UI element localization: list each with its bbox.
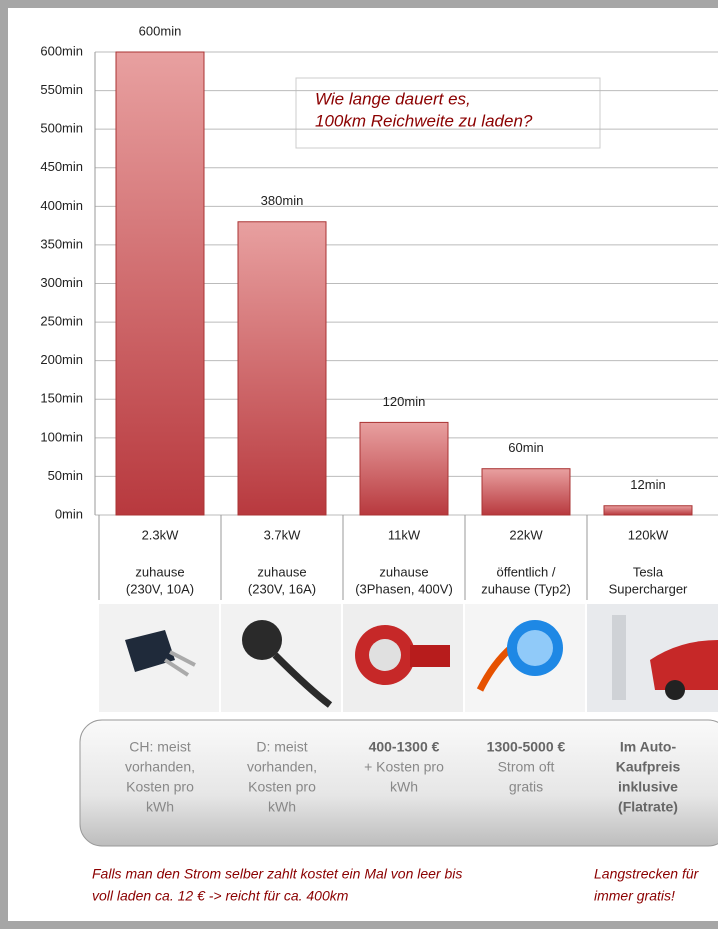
cost-text: Kosten pro [126,779,194,795]
x-tick-label: 22kW [509,527,543,542]
cost-text: D: meist [256,739,307,755]
cost-text: (Flatrate) [618,799,678,815]
x-tick-label: 11kW [388,527,421,542]
x-tick-sublabel: öffentlich / [496,564,555,579]
cost-text: vorhanden, [125,759,195,775]
y-tick-label: 350min [40,236,83,251]
cost-text: Kosten pro [248,779,316,795]
cost-text: + Kosten pro [364,759,444,775]
footer-text: Langstrecken für [594,866,700,882]
x-tick-sublabel: (230V, 10A) [126,581,194,596]
annotation: Wie lange dauert es, [315,89,471,108]
value-label: 60min [508,440,543,455]
cost-text: kWh [390,779,418,795]
photos [99,604,718,712]
bar [115,51,205,516]
x-tick-sublabel: (230V, 16A) [248,581,316,596]
value-label: 120min [383,394,426,409]
value-label: 600min [139,23,182,38]
value-label: 380min [261,193,304,208]
cost-text: gratis [509,779,543,795]
bar [481,468,571,516]
x-tick-label: 2.3kW [142,527,180,542]
cost-text: 400-1300 € [369,739,440,755]
value-label: 12min [630,477,665,492]
x-tick-sublabel: zuhause (Typ2) [481,581,571,596]
x-tick-label: 120kW [628,527,669,542]
cost-box [79,719,718,847]
x-tick-sublabel: zuhause [135,564,184,579]
x-tick-sublabel: Tesla [633,564,664,579]
y-tick-label: 400min [40,198,83,213]
y-tick-label: 450min [40,159,83,174]
cost-text: CH: meist [129,739,191,755]
bar [237,221,327,516]
x-tick-sublabel: (3Phasen, 400V) [355,581,453,596]
footer-text: voll laden ca. 12 € -> reicht für ca. 40… [92,888,349,904]
footer-text: Falls man den Strom selber zahlt kostet … [92,866,462,882]
annotation-box [295,77,601,149]
cost-text: Strom oft [498,759,555,775]
cost-text: kWh [268,799,296,815]
bar [603,505,693,516]
bar [359,421,449,516]
x-tick-sublabel: Supercharger [609,581,688,596]
x-tick-sublabel: zuhause [379,564,428,579]
cost-text: Im Auto- [620,739,677,755]
cost-text: Kaufpreis [616,759,681,775]
y-tick-label: 150min [40,391,83,406]
cost-text: 1300-5000 € [487,739,566,755]
y-tick-label: 200min [40,352,83,367]
cost-text: inklusive [618,779,678,795]
y-tick-label: 500min [40,121,83,136]
y-tick-label: 0min [55,506,83,521]
footer-text: immer gratis! [594,888,675,904]
cost-text: vorhanden, [247,759,317,775]
annotation: 100km Reichweite zu laden? [315,111,533,130]
y-tick-label: 300min [40,275,83,290]
y-tick-label: 250min [40,314,83,329]
x-tick-label: 3.7kW [264,527,302,542]
cost-text: kWh [146,799,174,815]
y-tick-label: 550min [40,82,83,97]
y-tick-label: 50min [48,468,83,483]
x-tick-sublabel: zuhause [257,564,306,579]
y-tick-label: 600min [40,43,83,58]
y-tick-label: 100min [40,429,83,444]
